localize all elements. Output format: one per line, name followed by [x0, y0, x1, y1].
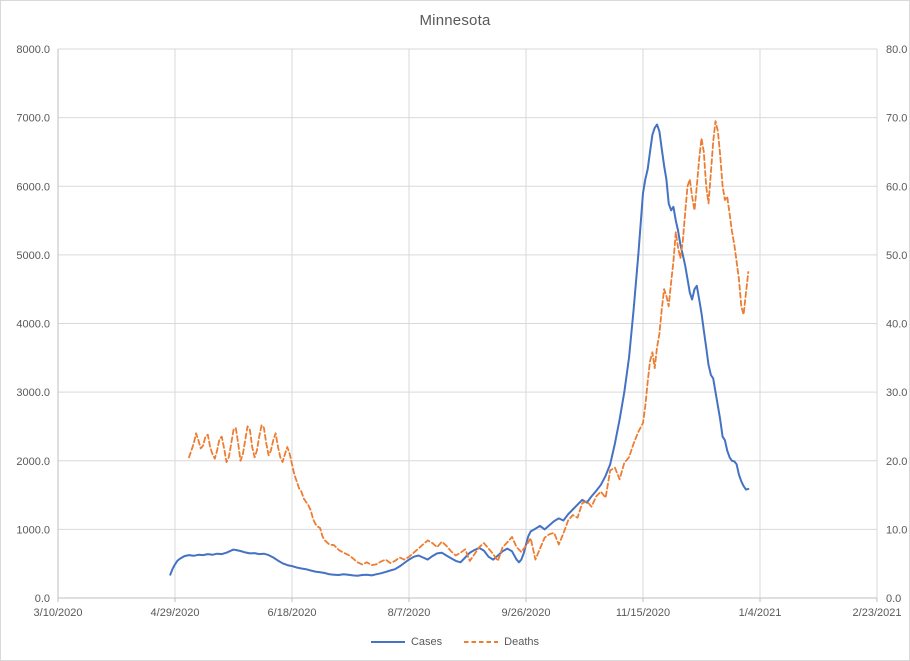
legend: Cases Deaths — [1, 631, 909, 653]
y-right-tick-label: 60.0 — [886, 181, 907, 193]
x-tick-label: 11/15/2020 — [616, 607, 670, 619]
y-left-tick-label: 6000.0 — [16, 181, 50, 193]
y-left-tick-label: 8000.0 — [16, 44, 50, 56]
y-right-tick-label: 30.0 — [886, 387, 907, 399]
y-right-tick-label: 80.0 — [886, 44, 907, 56]
y-left-tick-label: 3000.0 — [16, 387, 50, 399]
legend-item-cases: Cases — [370, 636, 443, 648]
x-tick-label: 1/4/2021 — [739, 607, 782, 619]
chart-title: Minnesota — [419, 12, 491, 29]
deaths-series-line — [188, 120, 750, 566]
y-left-tick-label: 0.0 — [35, 593, 50, 605]
y-right-tick-label: 10.0 — [886, 524, 907, 536]
deaths-line-swatch — [464, 641, 499, 643]
y-right-tick-label: 70.0 — [886, 113, 907, 125]
x-tick-label: 8/7/2020 — [388, 607, 431, 619]
y-left-tick-label: 4000.0 — [16, 319, 50, 331]
y-left-tick-label: 1000.0 — [16, 524, 50, 536]
cases-series-line — [169, 123, 750, 577]
legend-item-deaths: Deaths — [464, 636, 539, 648]
y-right-tick-label: 0.0 — [886, 593, 901, 605]
legend-label-cases: Cases — [410, 636, 443, 648]
y-right-tick-label: 20.0 — [886, 456, 907, 468]
x-tick-label: 2/23/2021 — [853, 607, 902, 619]
x-tick-label: 4/29/2020 — [151, 607, 200, 619]
x-tick-label: 3/10/2020 — [34, 607, 83, 619]
y-right-tick-label: 40.0 — [886, 319, 907, 331]
x-tick-label: 9/26/2020 — [502, 607, 551, 619]
cases-line-swatch — [370, 641, 405, 643]
y-left-tick-label: 7000.0 — [16, 113, 50, 125]
y-left-tick-label: 5000.0 — [16, 250, 50, 262]
y-right-tick-label: 50.0 — [886, 250, 907, 262]
legend-label-deaths: Deaths — [504, 636, 540, 648]
y-left-tick-label: 2000.0 — [16, 456, 50, 468]
x-tick-label: 6/18/2020 — [268, 607, 317, 619]
